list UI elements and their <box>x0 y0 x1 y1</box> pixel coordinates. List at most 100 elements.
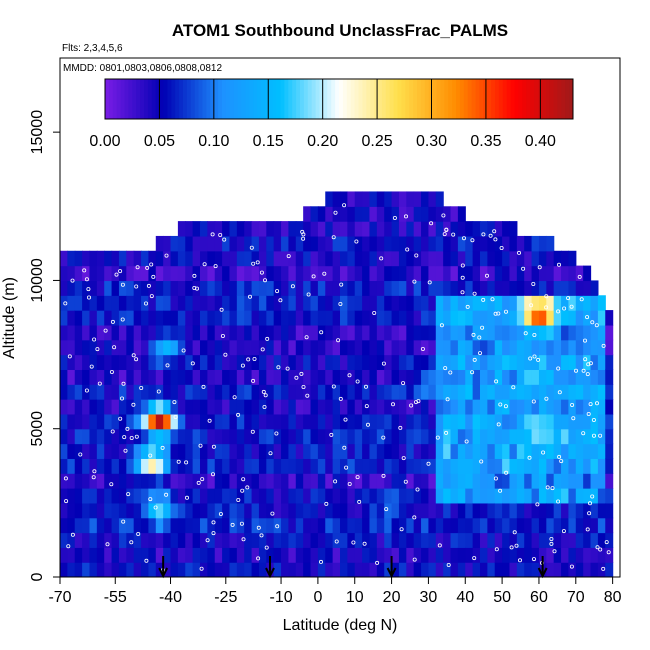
heatmap-cell <box>509 310 518 326</box>
colorbar-swatch <box>448 79 453 119</box>
heatmap-cell <box>200 295 208 311</box>
heatmap-cell <box>89 473 98 489</box>
heatmap-cell <box>391 369 400 385</box>
heatmap-cell <box>362 428 371 445</box>
heatmap-cell <box>266 354 275 370</box>
sample-point <box>556 499 561 504</box>
heatmap-cell <box>583 280 592 296</box>
heatmap-cell <box>192 295 201 311</box>
heatmap-cell <box>96 428 105 445</box>
heatmap-cell <box>502 399 511 415</box>
heatmap-cell <box>295 502 304 519</box>
heatmap-cell <box>104 562 113 577</box>
heatmap-cell <box>605 354 614 370</box>
heatmap-cell <box>354 443 363 459</box>
heatmap-cell <box>435 235 444 252</box>
heatmap-cell <box>74 310 83 326</box>
heatmap-cell <box>244 369 253 385</box>
heatmap-cell <box>494 280 503 296</box>
heatmap-cell <box>450 517 459 534</box>
heatmap-cell <box>428 235 437 252</box>
heatmap-cell <box>413 428 422 445</box>
heatmap-cell <box>561 384 570 400</box>
heatmap-cell <box>60 517 68 534</box>
heatmap-cell <box>605 562 614 577</box>
heatmap-cell <box>281 295 290 311</box>
heatmap-cell <box>104 473 113 489</box>
sample-point <box>70 278 75 283</box>
heatmap-cell <box>561 517 570 534</box>
colorbar-swatch <box>541 79 547 119</box>
colorbar-swatch <box>479 79 484 119</box>
heatmap-cell <box>214 488 223 504</box>
sample-point <box>160 445 165 450</box>
sample-point <box>498 488 503 493</box>
sample-point <box>165 363 170 368</box>
heatmap-cell <box>443 473 452 489</box>
heatmap-cell <box>200 502 208 519</box>
sample-point <box>122 435 127 440</box>
heatmap-cell <box>251 532 260 548</box>
heatmap-cell <box>384 265 393 282</box>
heatmap-cell <box>251 399 260 415</box>
sample-point <box>200 477 205 482</box>
heatmap-cell <box>96 295 105 311</box>
heatmap-cell <box>332 250 341 267</box>
heatmap-cell <box>502 473 511 489</box>
heatmap-cell <box>155 339 164 356</box>
heatmap-cell <box>126 517 135 534</box>
heatmap-cell <box>516 399 525 415</box>
heatmap-cell <box>487 443 496 459</box>
heatmap-cell <box>236 235 245 252</box>
heatmap-cell <box>575 265 584 282</box>
heatmap-cell <box>273 324 282 341</box>
heatmap-cell <box>236 250 245 267</box>
heatmap-cell <box>391 250 400 267</box>
heatmap-cell <box>111 369 120 385</box>
heatmap-cell <box>472 547 481 563</box>
heatmap-cell <box>524 250 533 267</box>
sample-point <box>318 559 323 564</box>
heatmap-cell <box>347 532 356 548</box>
heatmap-cell <box>597 384 606 400</box>
heatmap-cell <box>177 399 186 415</box>
heatmap-cell <box>524 354 533 370</box>
sample-point <box>557 390 562 395</box>
heatmap-cell <box>384 443 393 459</box>
heatmap-cell <box>362 265 371 282</box>
heatmap-cell <box>421 191 430 207</box>
heatmap-cell <box>369 339 378 356</box>
heatmap-cell <box>74 428 83 445</box>
heatmap-cell <box>236 369 245 385</box>
heatmap-cell <box>465 250 474 267</box>
heatmap-cell <box>141 517 150 534</box>
heatmap-cell <box>288 354 297 370</box>
heatmap-cell <box>273 399 282 415</box>
heatmap-cell <box>317 532 326 548</box>
sample-point <box>247 294 252 299</box>
heatmap-cell <box>89 280 98 296</box>
heatmap-cell <box>281 428 290 445</box>
heatmap-cell <box>376 443 385 459</box>
heatmap-cell <box>222 354 231 370</box>
heatmap-cell <box>590 488 599 504</box>
heatmap-cell <box>398 265 407 282</box>
heatmap-cell <box>177 428 186 445</box>
heatmap-cell <box>538 502 547 519</box>
heatmap-cell <box>406 488 415 504</box>
heatmap-cell <box>590 428 599 445</box>
heatmap-cell <box>369 369 378 385</box>
colorbar-swatch <box>225 79 231 119</box>
sample-point <box>549 537 554 542</box>
heatmap-cell <box>428 502 437 519</box>
heatmap-cell <box>494 235 503 252</box>
heatmap-cell <box>163 369 172 385</box>
heatmap-cell <box>303 280 312 296</box>
heatmap-cell <box>200 265 208 282</box>
heatmap-cell <box>465 443 474 459</box>
sample-point <box>218 512 223 517</box>
heatmap-cell <box>413 250 422 267</box>
heatmap-cell <box>509 250 518 267</box>
sample-point <box>357 499 362 504</box>
sample-point <box>581 431 586 436</box>
